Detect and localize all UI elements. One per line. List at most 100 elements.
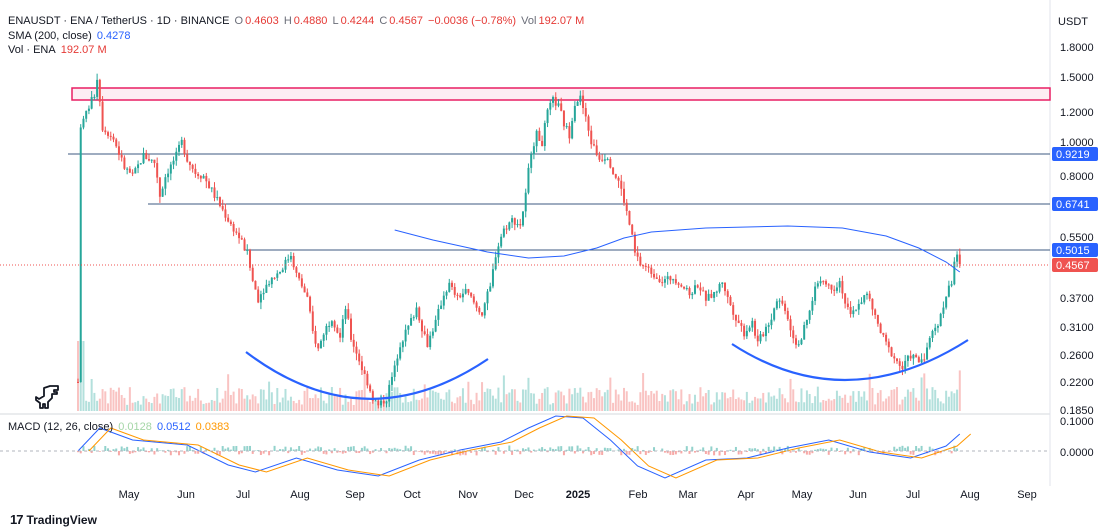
macd-histogram-bar (117, 451, 120, 456)
macd-histogram-bar (360, 447, 363, 451)
volume-bar (887, 396, 890, 411)
macd-histogram-bar (623, 448, 625, 451)
volume-bar (404, 396, 407, 411)
macd-histogram-bar (216, 451, 219, 456)
change-value: −0.0036 (−0.78%) (428, 15, 517, 27)
volume-bar (620, 400, 623, 411)
macd-histogram-bar (172, 451, 175, 452)
candle-body (617, 177, 620, 181)
candle-body (505, 228, 508, 230)
candle-body (926, 347, 929, 360)
macd-histogram-bar (713, 451, 716, 456)
macd-histogram-bar (134, 451, 137, 453)
candle-body (650, 267, 653, 274)
vol-legend-label: Vol · ENA (8, 44, 56, 56)
macd-histogram-bar (292, 449, 295, 451)
macd-hist-value: 0.0128 (118, 421, 152, 433)
volume-bar (737, 397, 740, 411)
candle-body (407, 325, 410, 330)
tradingview-brand[interactable]: 17 TradingView (10, 512, 97, 527)
candle-body (642, 265, 645, 267)
macd-histogram-bar (513, 449, 516, 451)
volume-bar (579, 387, 582, 411)
volume-bar (205, 403, 208, 411)
volume-bar (180, 389, 183, 411)
price-axis-tag-label: 0.6741 (1056, 199, 1090, 211)
candle-body (699, 287, 702, 291)
candle-body (830, 284, 833, 290)
volume-bar (592, 398, 595, 411)
macd-histogram-bar (530, 451, 533, 453)
volume-bar (513, 389, 516, 411)
candle-body (685, 288, 688, 290)
volume-bar (669, 390, 672, 411)
volume-bar (538, 398, 541, 411)
candle-body (330, 321, 333, 326)
candle-body (117, 146, 120, 155)
macd-histogram-bar (939, 451, 942, 454)
candle-body (259, 294, 262, 303)
horizontal-levels (68, 153, 1050, 251)
volume-bar (399, 393, 402, 411)
macd-histogram-bar (805, 451, 808, 455)
vol-legend[interactable]: Vol · ENA 192.07 M (8, 44, 109, 57)
candle-body (590, 130, 593, 145)
macd-histogram-bar (562, 451, 565, 456)
volume-bar (311, 398, 314, 411)
macd-histogram-bar (98, 451, 101, 452)
volume-bar (606, 389, 609, 411)
candle-body (874, 309, 877, 315)
volume-bar (546, 387, 549, 411)
volume-bar (481, 382, 484, 411)
macd-histogram-bar (183, 451, 186, 454)
volume-bar (396, 387, 399, 411)
candle-body (470, 292, 473, 297)
macd-legend[interactable]: MACD (12, 26, close) 0.0128 0.0512 0.038… (8, 421, 231, 434)
volume-bar (156, 393, 159, 411)
macd-histogram-bar (838, 451, 841, 452)
macd-histogram-bar (388, 448, 391, 451)
candle-body (814, 286, 817, 301)
candle-body (560, 103, 563, 111)
volume-bar (928, 399, 931, 411)
volume-bar (947, 396, 950, 411)
macd-histogram-bar (917, 448, 920, 451)
macd-histogram-bar (418, 451, 421, 452)
macd-histogram-bar (808, 451, 811, 455)
candle-body (655, 277, 658, 279)
candle-body (612, 167, 615, 175)
volume-bar (852, 391, 855, 411)
volume-bar (172, 388, 175, 411)
volume-bar (317, 398, 320, 411)
candle-body (461, 293, 464, 298)
macd-histogram-bar (221, 446, 224, 451)
volume-bar (309, 398, 312, 411)
volume-bar (532, 393, 535, 411)
macd-histogram-bar (371, 451, 374, 453)
candle-body (292, 256, 295, 268)
macd-histogram-bar (718, 451, 721, 456)
currency-label[interactable]: USDT (1058, 16, 1088, 28)
volume-bar (590, 391, 593, 411)
macd-histogram-bar (420, 451, 423, 453)
macd-histogram-bar (251, 451, 254, 454)
candle-body (221, 206, 224, 210)
candle-body (352, 339, 355, 347)
macd-histogram-bar (601, 451, 604, 455)
candle-body (571, 121, 574, 139)
macd-histogram-bar (532, 449, 535, 451)
volume-bar (677, 399, 680, 411)
macd-histogram-bar (142, 447, 145, 451)
macd-histogram-bar (268, 451, 271, 456)
volume-bar (216, 387, 219, 411)
candle-body (825, 281, 828, 285)
sma-legend[interactable]: SMA (200, close) 0.4278 (8, 30, 132, 43)
volume-bar (751, 400, 754, 411)
macd-histogram-bar (724, 451, 727, 456)
candle-body (142, 153, 145, 164)
candle-body (715, 291, 718, 293)
candle-body (456, 294, 459, 296)
macd-histogram-bar (898, 446, 901, 451)
candle-body (704, 290, 707, 301)
